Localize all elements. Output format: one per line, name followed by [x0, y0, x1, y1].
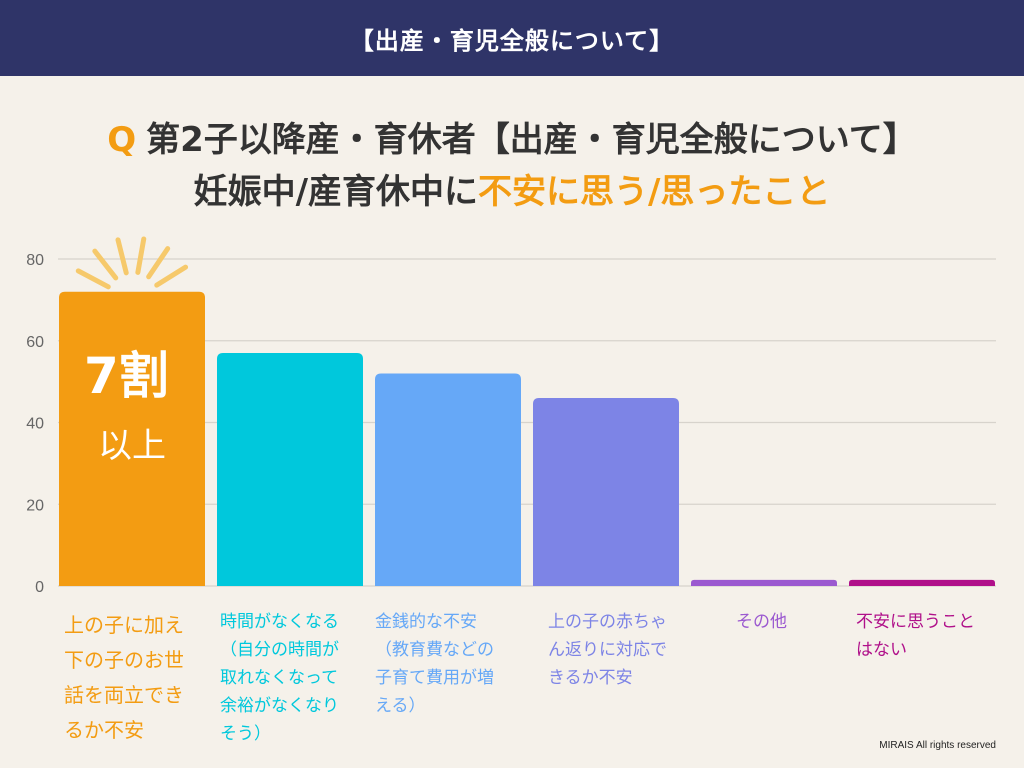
y-tick-label: 80 [26, 252, 44, 269]
sunburst-ray [115, 237, 129, 276]
y-tick-label: 20 [26, 497, 44, 514]
question-text-line2-highlight: 不安に思う/思ったこと [478, 172, 831, 212]
y-tick-label: 40 [26, 416, 44, 433]
bar [217, 353, 363, 586]
callout-number: 7割 [84, 347, 169, 405]
x-tick-label: その他 [736, 612, 787, 632]
x-tick-label: 時間がなくなる（自分の時間が取れなくなって余裕がなくなりそう） [220, 612, 339, 744]
bar [533, 397, 679, 586]
sunburst-ray [92, 248, 119, 281]
question-text-line1: 第2子以降産・育休者【出産・育児全般について】 [146, 120, 917, 160]
header-banner: 【出産・育児全般について】 [0, 0, 1024, 76]
sunburst-ray [154, 264, 189, 288]
question-text-line2-prefix: 妊娠中/産育休中に [193, 172, 478, 212]
sunburst-ray [146, 246, 171, 280]
y-tick-label: 60 [26, 334, 44, 351]
bar [375, 373, 521, 586]
x-tick-label: 不安に思うことはない [856, 612, 975, 660]
question-title-line2: 妊娠中/産育休中に不安に思う/思ったこと [0, 164, 1024, 213]
callout-suffix: 以上 [98, 426, 166, 466]
bar [59, 291, 205, 586]
x-tick-label: 上の子の赤ちゃん返りに対応できるか不安 [548, 612, 667, 688]
x-tick-label: 上の子に加え下の子のお世話を両立できるか不安 [64, 613, 184, 742]
sunburst-ray [75, 268, 111, 290]
copyright-footer: MIRAIS All rights reserved [879, 740, 996, 751]
q-mark: Q [107, 120, 137, 160]
question-title-line1: Q 第2子以降産・育休者【出産・育児全般について】 [0, 112, 1024, 161]
sunburst-ray [135, 236, 147, 275]
banner-title: 【出産・育児全般について】 [349, 26, 675, 55]
y-tick-label: 0 [35, 579, 44, 596]
x-tick-label: 金銭的な不安（教育費などの子育て費用が増える） [375, 612, 494, 716]
bar [691, 579, 837, 586]
bar [849, 579, 995, 586]
